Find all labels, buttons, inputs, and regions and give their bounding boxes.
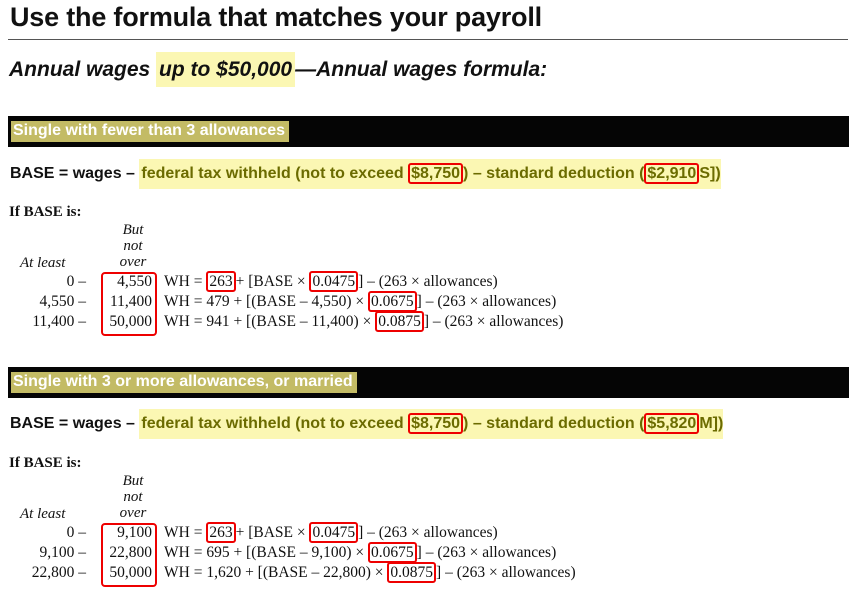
at-least-value: 22,800 – [31,564,86,581]
if-base-label: If BASE is: [9,204,82,220]
subheading-highlight: up to $50,000 [156,52,296,87]
base-amount-box: 263 [206,522,236,543]
deduction-amount: $5,820 [644,413,700,434]
filing-code: M]) [699,415,724,432]
section-band-single: Single with fewer than 3 allowances [8,116,849,147]
section-band-label: Single with 3 or more allowances, or mar… [11,372,357,393]
not-over-value: 9,100 [117,524,152,541]
subheading: Annual wages up to $50,000 —Annual wages … [9,52,548,87]
table-row: 9,100 – 22,800 WH = 695 + [(BASE – 9,100… [0,542,860,564]
rate-box: 0.0875 [375,311,424,332]
rate-box: 0.0475 [309,271,359,292]
table-row: 4,550 – 11,400 WH = 479 + [(BASE – 4,550… [0,291,860,313]
col-header-but-not-over: But not over [116,222,150,270]
title-divider [8,39,848,40]
table-row: 11,400 – 50,000 WH = 941 + [(BASE – 11,4… [0,311,860,333]
withholding-formula: WH = 695 + [(BASE – 9,100) × 0.0675] – (… [164,542,557,563]
table-row: 0 – 9,100 WH = 263 + [BASE × 0.0475] – (2… [0,522,860,544]
base-highlight: federal tax withheld (not to exceed $8,7… [139,409,724,439]
base-formula-single: BASE = wages – federal tax withheld (not… [10,159,721,189]
base-amount-box: 263 [206,271,236,292]
col-header-word: not [123,238,143,254]
base-text: ) – standard deduction ( [463,165,645,182]
at-least-value: 9,100 – [39,544,87,561]
base-text: ) – standard deduction ( [463,415,645,432]
not-over-value: 50,000 [109,564,152,581]
base-formula-married: BASE = wages – federal tax withheld (not… [10,409,724,439]
filing-code: S]) [699,165,721,182]
section-band-label: Single with fewer than 3 allowances [11,121,290,142]
rate-box: 0.0875 [387,562,437,583]
table-row: 22,800 – 50,000 WH = 1,620 + [(BASE – 22… [0,562,860,584]
col-header-at-least: At least [20,506,66,522]
section-band-married: Single with 3 or more allowances, or mar… [8,367,849,398]
col-header-word: But [122,222,144,238]
not-over-value: 50,000 [109,313,152,330]
at-least-value: 11,400 – [32,313,86,330]
subheading-suffix: —Annual wages formula: [295,58,548,81]
not-over-value: 22,800 [109,544,152,561]
deduction-amount: $2,910 [644,163,700,184]
withholding-formula: WH = 941 + [(BASE – 11,400) × 0.0875] – … [164,311,564,332]
withholding-formula: WH = 479 + [(BASE – 4,550) × 0.0675] – (… [164,291,557,312]
col-header-word: But [122,473,144,489]
over-column-annotation [101,523,157,587]
base-highlight: federal tax withheld (not to exceed $8,7… [139,159,721,189]
base-lead: BASE = wages – [10,165,140,182]
base-text: federal tax withheld (not to exceed [141,165,409,182]
col-header-at-least: At least [20,255,66,271]
not-over-value: 4,550 [117,273,152,290]
at-least-value: 0 – [66,524,86,541]
rate-box: 0.0475 [309,522,359,543]
cap-amount: $8,750 [408,413,464,434]
base-lead: BASE = wages – [10,415,140,432]
col-header-but-not-over: But not over [116,473,150,521]
withholding-formula: WH = 263 + [BASE × 0.0475] – (263 × allow… [164,522,498,543]
at-least-value: 4,550 – [39,293,87,310]
col-header-word: over [119,505,147,521]
cap-amount: $8,750 [408,163,464,184]
page-title: Use the formula that matches your payrol… [10,2,542,32]
if-base-label: If BASE is: [9,455,82,471]
col-header-word: not [123,489,143,505]
withholding-formula: WH = 263 + [BASE × 0.0475] – (263 × allow… [164,271,498,292]
over-column-annotation [101,272,157,336]
subheading-prefix: Annual wages [9,58,157,81]
withholding-formula: WH = 1,620 + [(BASE – 22,800) × 0.0875] … [164,562,576,583]
table-row: 0 – 4,550 WH = 263 + [BASE × 0.0475] – (2… [0,271,860,293]
at-least-value: 0 – [66,273,86,290]
base-text: federal tax withheld (not to exceed [141,415,409,432]
not-over-value: 11,400 [109,293,152,310]
rate-box: 0.0675 [368,542,417,563]
col-header-word: over [119,254,147,270]
rate-box: 0.0675 [368,291,417,312]
